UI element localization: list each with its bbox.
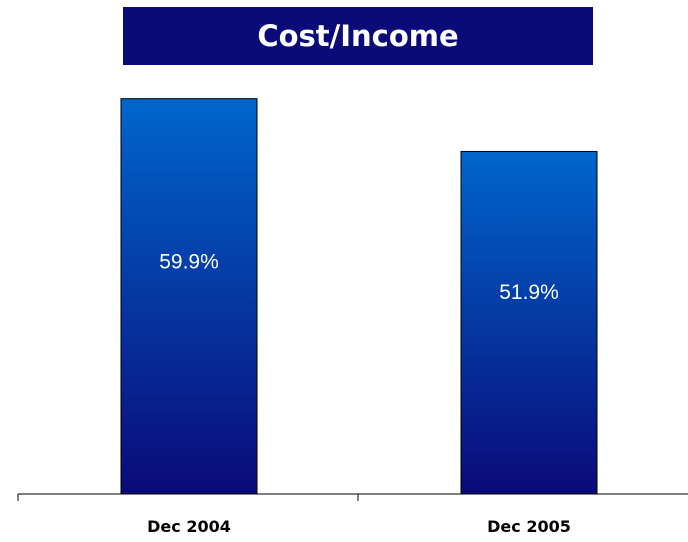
bar-value-label: 59.9% <box>159 251 219 274</box>
bar-value-label: 51.9% <box>499 281 559 304</box>
bar-dec-2004 <box>120 98 258 495</box>
chart-title: Cost/Income <box>123 7 593 65</box>
bar-dec-2005 <box>460 150 598 495</box>
x-tick-label: Dec 2005 <box>487 517 571 536</box>
x-tick-label: Dec 2004 <box>147 517 231 536</box>
